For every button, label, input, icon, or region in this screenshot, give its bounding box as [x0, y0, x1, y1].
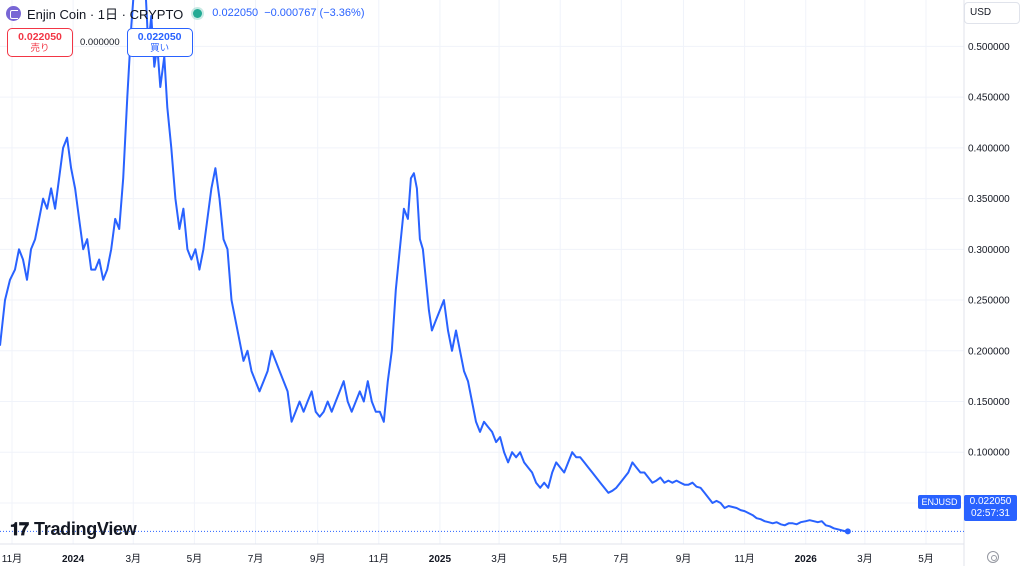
x-tick-label: 7月: [248, 553, 264, 565]
symbol-header: Enjin Coin · 1日 · CRYPTO 0.022050 −0.000…: [6, 4, 365, 22]
x-tick-label: 5月: [552, 553, 568, 565]
y-tick-label: 0.450000: [968, 93, 1010, 104]
x-tick-label: 11月: [734, 553, 754, 565]
x-tick-label: 11月: [369, 553, 389, 565]
y-tick-label: 0.400000: [968, 143, 1010, 154]
price-line: [0, 0, 848, 533]
grid: [0, 0, 964, 544]
y-tick-label: 0.500000: [968, 42, 1010, 53]
header-price: 0.022050: [212, 7, 259, 19]
y-tick-label: 0.250000: [968, 296, 1010, 307]
x-tick-label: 3月: [125, 553, 141, 565]
buy-button[interactable]: 0.022050 買い: [126, 28, 193, 57]
buy-price: 0.022050: [137, 31, 182, 43]
x-tick-label: 2026: [795, 554, 818, 565]
x-axis-ticks: 11月 2024 3月 5月 7月 9月 11月 2025 3月 5月 7月 9月 11月 2026 3月 5…: [2, 553, 934, 565]
tradingview-logo-icon: 𝟏𝟕: [10, 519, 29, 539]
trade-panel: 0.022050 売り 0.000000 0.022050 買い: [7, 28, 193, 57]
x-tick-label: 11月: [2, 553, 22, 565]
gear-icon[interactable]: [987, 551, 999, 563]
symbol-title[interactable]: Enjin Coin · 1日 · CRYPTO: [27, 6, 184, 22]
spread-value: 0.000000: [80, 37, 120, 48]
last-price-value: 0.022050: [969, 496, 1012, 507]
sell-price: 0.022050: [18, 31, 62, 43]
currency-select[interactable]: USD: [964, 2, 1020, 24]
y-tick-label: 0.300000: [968, 245, 1010, 256]
x-tick-label: 2024: [62, 554, 85, 565]
buy-label: 買い: [150, 43, 170, 54]
y-tick-label: 0.350000: [968, 194, 1010, 205]
bar-countdown: 02:57:31: [971, 508, 1010, 519]
market-status-icon[interactable]: [193, 8, 203, 18]
y-tick-label: 0.150000: [968, 397, 1010, 408]
x-tick-label: 3月: [857, 553, 873, 565]
x-tick-label: 3月: [491, 553, 507, 565]
y-tick-label: 0.200000: [968, 346, 1010, 357]
symbol-price-tag: ENJUSD: [918, 495, 961, 509]
y-tick-label: 0.100000: [968, 448, 1010, 459]
y-tick-label: 0.550000: [968, 0, 1010, 2]
x-tick-label: 5月: [187, 553, 203, 565]
x-tick-label: 9月: [676, 553, 692, 565]
y-axis-ticks: 0.0500000.1000000.1500000.2000000.250000…: [968, 0, 1010, 509]
sell-button[interactable]: 0.022050 売り: [7, 28, 73, 57]
last-price-point: [844, 528, 851, 535]
last-price-tag: 0.022050 02:57:31: [964, 495, 1017, 521]
x-tick-label: 2025: [429, 554, 452, 565]
x-tick-label: 9月: [310, 553, 326, 565]
x-tick-label: 7月: [614, 553, 630, 565]
tradingview-logo[interactable]: 𝟏𝟕 TradingView: [10, 519, 137, 540]
enjin-coin-icon: [6, 5, 21, 21]
header-change: −0.000767 (−3.36%): [264, 7, 365, 19]
series-layer: [0, 0, 964, 535]
x-tick-label: 5月: [918, 553, 934, 565]
brand-name: TradingView: [34, 519, 137, 539]
sell-label: 売り: [30, 43, 50, 54]
